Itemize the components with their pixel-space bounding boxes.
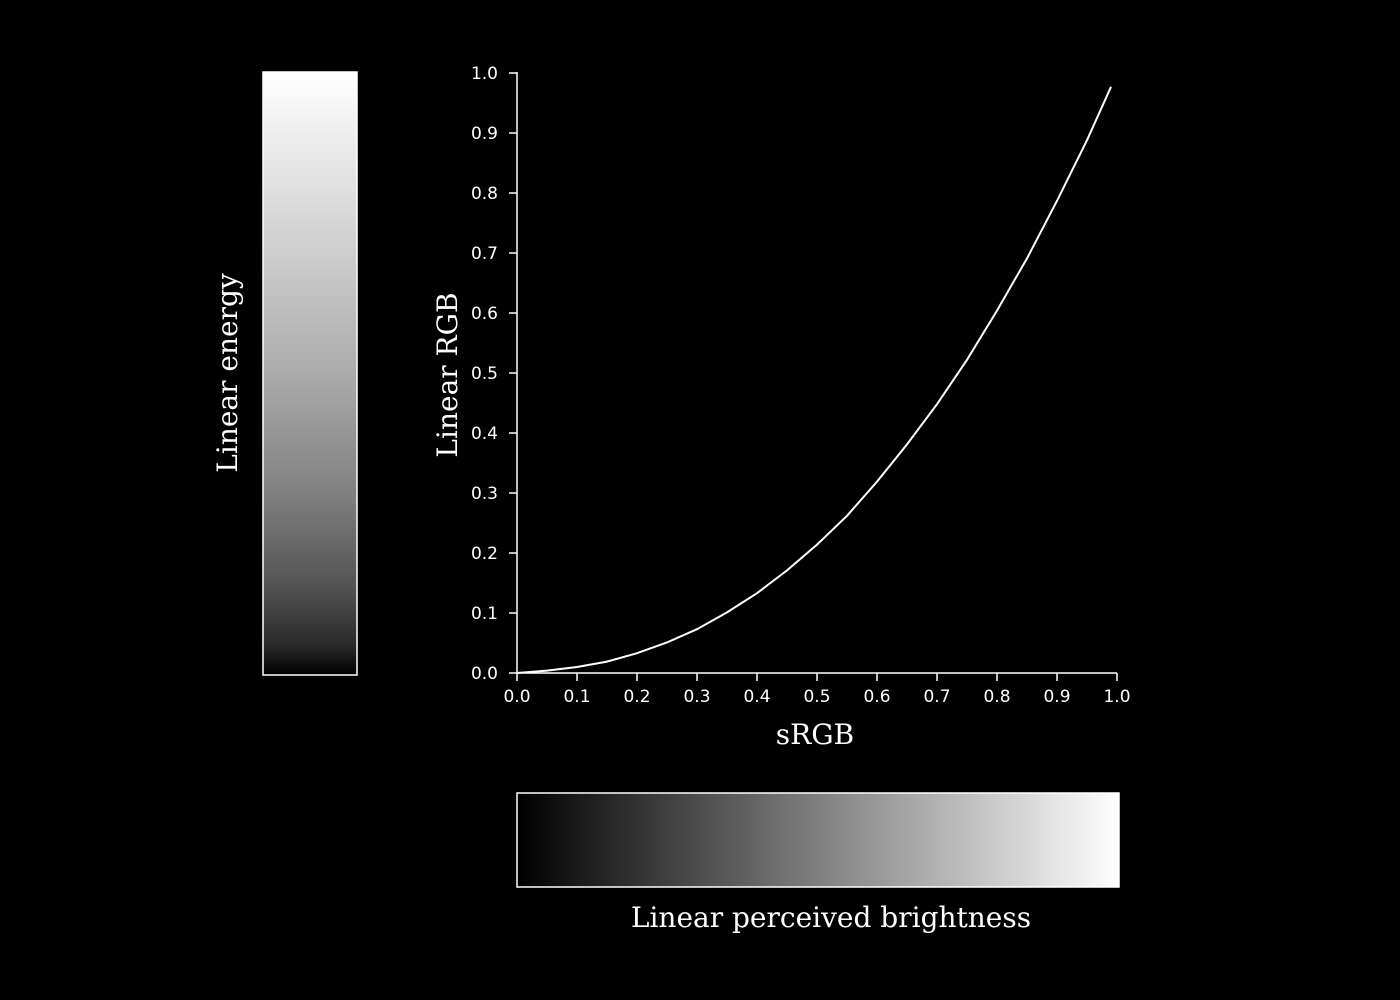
- y-tick-label: 0.4: [471, 424, 498, 444]
- y-ticks: 0.0 0.1 0.2 0.3 0.4 0.5 0.6 0.7 0.8 0.9 1.0: [471, 64, 517, 684]
- y-tick-label: 0.8: [471, 184, 498, 204]
- x-tick-label: 0.3: [683, 687, 710, 707]
- y-tick-label: 0.9: [471, 124, 498, 144]
- x-tick-label: 1.0: [1103, 687, 1130, 707]
- x-tick-label: 0.8: [983, 687, 1010, 707]
- x-tick-label: 0.4: [743, 687, 770, 707]
- x-tick-label: 0.9: [1043, 687, 1070, 707]
- y-tick-label: 0.1: [471, 604, 498, 624]
- y-tick-label: 0.3: [471, 484, 498, 504]
- x-ticks: 0.0 0.1 0.2 0.3 0.4 0.5 0.6 0.7 0.8 0.9 1.0: [503, 673, 1131, 707]
- x-tick-label: 0.1: [563, 687, 590, 707]
- y-tick-label: 0.6: [471, 304, 498, 324]
- x-tick-label: 0.0: [503, 687, 530, 707]
- x-tick-label: 0.6: [863, 687, 890, 707]
- y-tick-label: 0.0: [471, 664, 498, 684]
- linear-brightness-label: Linear perceived brightness: [631, 901, 1031, 934]
- y-tick-label: 0.2: [471, 544, 498, 564]
- y-tick-label: 0.5: [471, 364, 498, 384]
- series-line: [516, 86, 1112, 674]
- y-tick-label: 1.0: [471, 64, 498, 84]
- linear-energy-label: Linear energy: [211, 273, 244, 473]
- x-tick-label: 0.7: [923, 687, 950, 707]
- chart-axes: [516, 72, 1117, 674]
- y-tick-label: 0.7: [471, 244, 498, 264]
- y-axis-title: Linear RGB: [431, 292, 464, 457]
- linear-brightness-gradient-bar: [516, 792, 1120, 888]
- linear-energy-gradient-bar: [262, 71, 358, 676]
- x-tick-label: 0.5: [803, 687, 830, 707]
- x-axis-title: sRGB: [776, 718, 854, 751]
- x-tick-label: 0.2: [623, 687, 650, 707]
